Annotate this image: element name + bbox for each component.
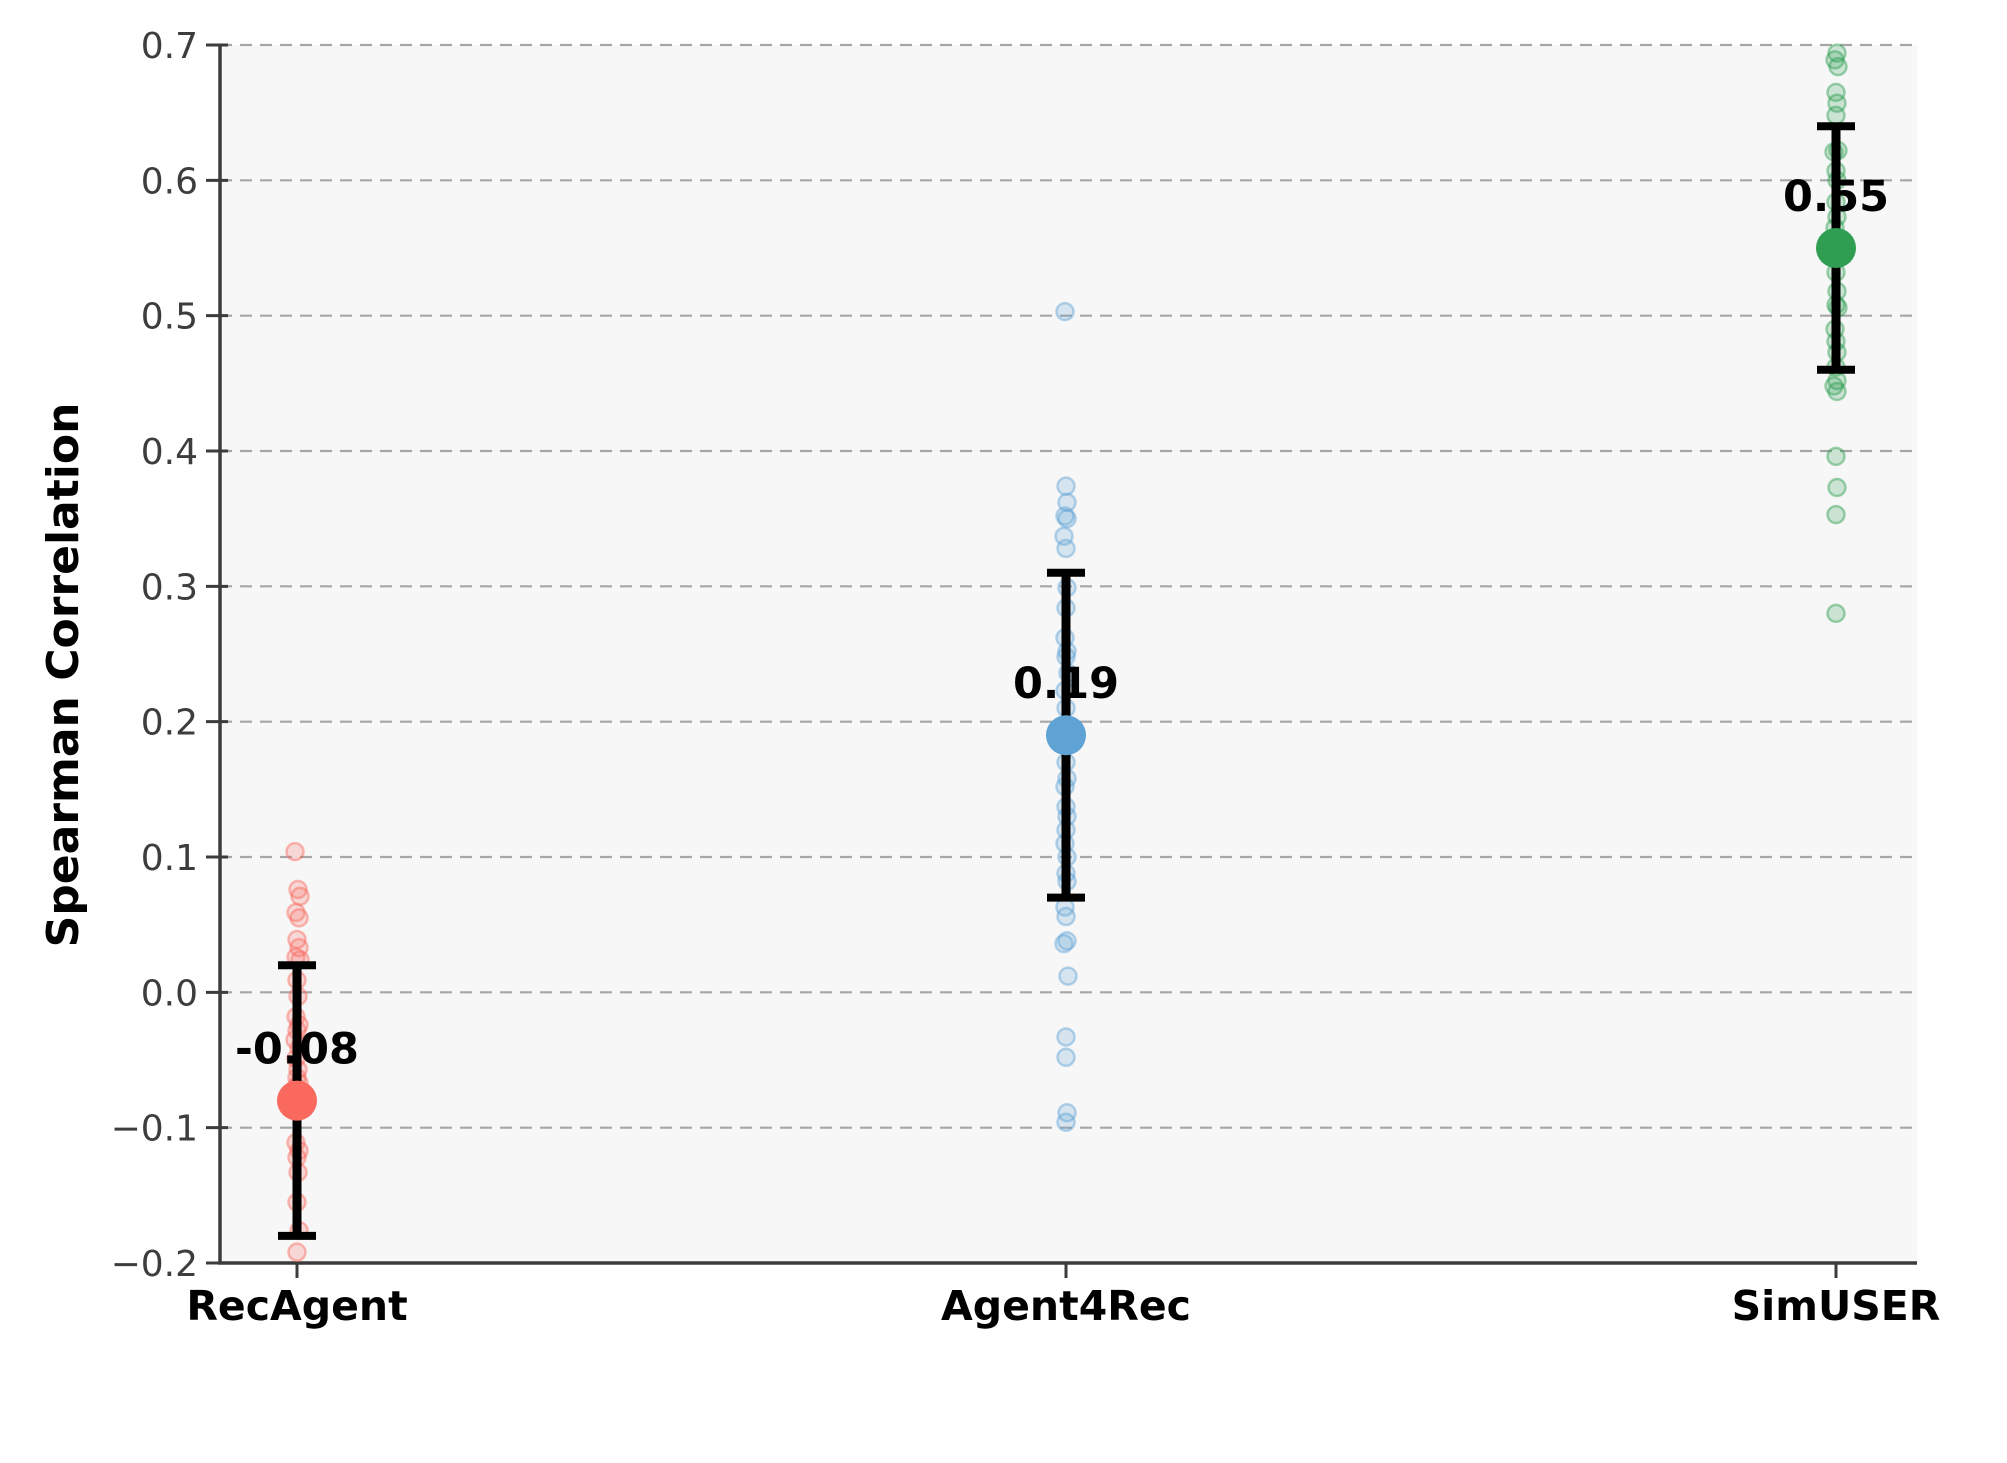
scatter-point: [287, 1242, 307, 1262]
mean-value-label: 0.19: [1013, 659, 1119, 709]
scatter-point: [288, 879, 308, 900]
scatter-point: [1056, 906, 1076, 927]
y-tick-label: 0.0: [141, 973, 198, 1014]
y-tick-label: 0.4: [141, 432, 198, 473]
scatter-point: [289, 908, 309, 928]
mean-point: [1046, 715, 1086, 756]
y-tick-label: −0.2: [111, 1244, 198, 1285]
y-axis-label: Spearman Correlation: [38, 403, 89, 948]
scatter-point: [1057, 1103, 1077, 1123]
y-tick-label: 0.1: [141, 838, 198, 879]
scatter-point: [1826, 603, 1846, 624]
x-category-label: Agent4Rec: [941, 1282, 1191, 1330]
scatter-point: [1056, 476, 1076, 496]
mean-point: [1816, 228, 1856, 268]
y-tick-label: 0.3: [141, 567, 198, 608]
mean-point: [277, 1080, 317, 1121]
mean-value-label: 0.55: [1783, 172, 1889, 222]
scatter-point: [1827, 43, 1847, 63]
scatter-point: [1056, 1112, 1076, 1133]
scatter-point: [1057, 508, 1077, 529]
scatter-point: [1826, 82, 1846, 103]
y-tick-label: −0.1: [111, 1109, 198, 1150]
x-category-label: RecAgent: [186, 1282, 407, 1330]
scatter-point: [289, 937, 309, 958]
scatter-point: [1827, 93, 1847, 113]
scatter-point: [285, 841, 305, 862]
scatter-point: [1056, 1027, 1076, 1047]
scatter-point: [1055, 301, 1075, 322]
y-tick-label: 0.6: [141, 161, 198, 202]
scatter-point: [1826, 105, 1846, 126]
scatter-point: [287, 929, 307, 950]
y-tick-label: 0.2: [141, 703, 198, 744]
x-category-label: SimUSER: [1732, 1282, 1941, 1330]
scatter-point: [1054, 526, 1074, 547]
scatter-point: [1825, 50, 1845, 70]
scatter-point: [1056, 538, 1076, 559]
scatter-point: [1827, 477, 1847, 498]
scatter-point: [286, 902, 306, 923]
scatter-point: [1054, 933, 1074, 954]
scatter-point: [1058, 966, 1078, 986]
scatter-point: [1057, 931, 1077, 951]
scatter-point: [290, 886, 310, 906]
scatter-point: [1057, 492, 1077, 513]
scatter-point: [1827, 381, 1847, 402]
scatter-point: [1828, 56, 1848, 77]
scatter-point: [1826, 446, 1846, 467]
scatter-point: [1056, 1047, 1076, 1068]
scatter-point: [1055, 506, 1075, 526]
scatter-point: [1824, 376, 1844, 396]
y-tick-label: 0.5: [141, 297, 198, 338]
mean-value-label: -0.08: [235, 1025, 359, 1075]
scatter-point: [1826, 504, 1846, 525]
y-tick-label: 0.7: [141, 26, 198, 67]
